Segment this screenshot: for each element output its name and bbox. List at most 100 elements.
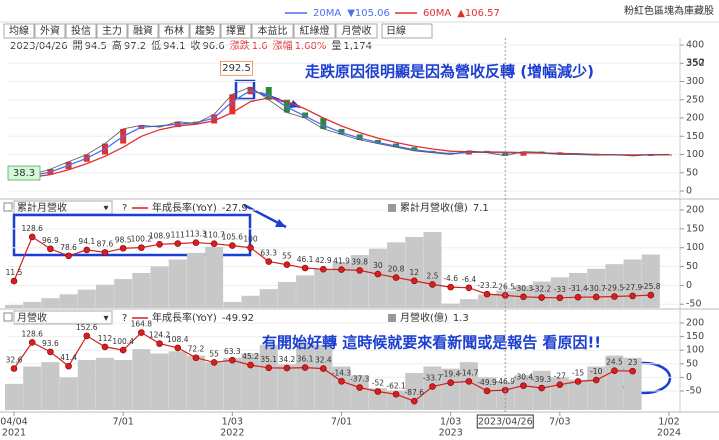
bar [441,303,460,308]
checkbox[interactable] [3,202,13,212]
tab[interactable] [335,23,378,39]
data-label: -15 [572,368,584,377]
dropdown[interactable] [13,310,113,325]
y-tick-label: 200 [686,113,704,124]
tab[interactable] [158,23,190,39]
x-year-label: 2022 [220,428,244,439]
point [174,344,182,352]
data-label: -27.9 [623,283,643,292]
point [574,293,582,301]
quote-value: 1.6 [252,41,268,52]
tab[interactable] [127,23,159,39]
y-tick-label: 50 [686,261,698,272]
y-tick-label: 350 [686,58,704,69]
point [101,343,109,351]
tab[interactable] [96,23,128,39]
data-label: -4.6 [443,274,458,283]
point [356,384,363,391]
data-label: -39.3 [532,375,552,384]
tab-label: 融資 [133,25,153,37]
point [138,329,145,336]
tab[interactable] [189,23,221,39]
data-label: -52 [372,379,384,388]
legend-value: 7.1 [473,203,489,214]
y-tick-label: 150 [686,131,704,142]
legend-entry: 年成長率(YoY) -49.92 [152,311,254,324]
legend-name: 累計月營收(億) [400,201,468,214]
point [65,362,72,370]
point [265,258,273,265]
legend-name: 60MA [423,8,451,19]
comment: 走跌原因很明顯是因為營收反轉 (增幅減少) [305,63,594,81]
point [392,274,400,281]
data-label: 63.3 [260,249,277,258]
bar [259,289,278,308]
legend-entry: 60MA ▲106.57 [423,8,500,19]
checkbox[interactable] [3,312,13,322]
data-label: 55 [209,349,219,358]
bar [186,355,205,410]
bar [387,390,406,410]
y-tick-label: 0 [686,280,692,291]
data-label: 111 [171,231,186,240]
timeframe-select[interactable] [381,23,433,39]
help[interactable]: ? [122,203,127,214]
data-label: 93.6 [42,339,59,348]
data-label: 152.6 [76,323,98,332]
tab[interactable] [34,23,66,39]
legend-entry: 月營收(億) 1.3 [400,311,469,324]
bar [277,282,296,308]
tab[interactable] [65,23,97,39]
cursor-box [476,414,534,429]
point [592,376,600,384]
bar [478,294,497,308]
quote-label: 開 [73,40,83,52]
y-tick-label: 0 [686,186,692,197]
bar [41,298,60,308]
point [320,265,327,273]
tab-label: 趨勢 [195,24,215,37]
point [538,384,545,392]
tab[interactable] [220,23,252,39]
note: 粉紅色區塊為庫藏股 [624,4,714,17]
comment: 有開始好轉 這時候就要來看新聞或是報告 看原因!! [262,334,601,352]
y-tick-label: 100 [686,242,704,253]
tab-label: 本益比 [258,24,288,37]
legend-value: 105.06 [355,8,390,19]
help[interactable]: ? [122,313,127,324]
point [301,364,309,371]
data-label: 2.5 [427,271,439,280]
bar [186,252,205,308]
point [338,377,345,385]
point [483,387,491,395]
point [247,244,254,251]
bar [59,294,78,308]
data-label: 39.8 [351,257,368,266]
data-label: -14.3 [332,368,352,377]
y-tick-label: 300 [686,76,704,87]
legend-name: 20MA [313,8,341,19]
point [465,378,473,385]
point [556,381,564,389]
data-label: 24.5 [606,358,623,367]
quote-value: 1,174 [343,41,372,52]
bar [296,275,315,308]
data-label: -33 [554,285,566,294]
data-label: 100 [243,235,258,244]
data-label: -25.8 [641,282,661,291]
point [374,388,382,395]
point [47,245,54,253]
tab-label: 投信 [71,24,91,37]
x-tick-label: 1/02 [658,417,679,428]
data-label: 100.4 [112,337,134,346]
tab[interactable] [293,23,336,39]
tab[interactable] [3,23,35,39]
ma-line [13,97,669,179]
data-label: 128.6 [21,224,43,233]
data-label: 110.7 [203,231,225,240]
y-tick-label: 400 [686,40,704,51]
point [629,292,636,300]
tab[interactable] [251,23,294,39]
y-tick-label: 200 [686,205,704,216]
data-label: 100.2 [131,235,153,244]
